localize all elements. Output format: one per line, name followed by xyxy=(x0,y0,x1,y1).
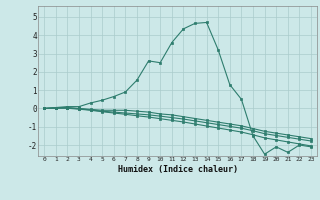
X-axis label: Humidex (Indice chaleur): Humidex (Indice chaleur) xyxy=(118,165,238,174)
